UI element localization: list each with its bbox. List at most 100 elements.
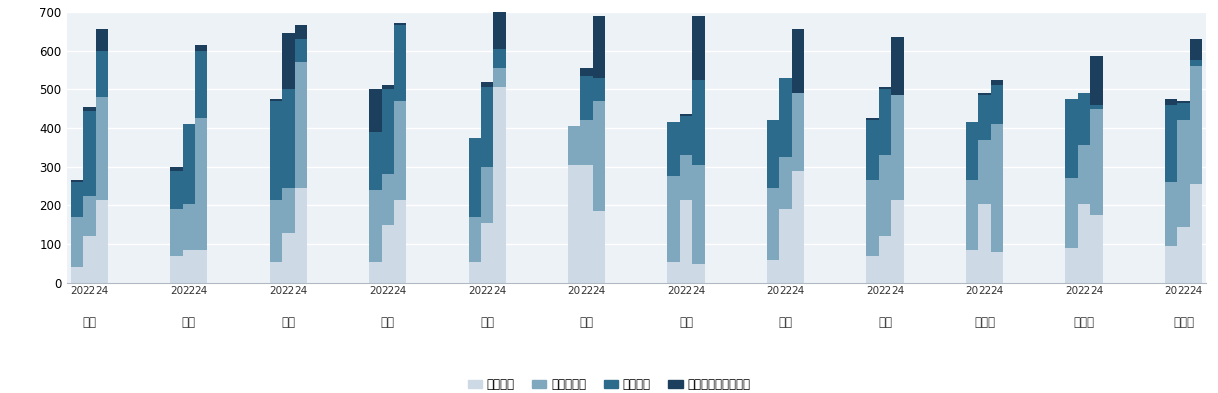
Bar xyxy=(1066,178,1078,248)
Bar xyxy=(481,167,493,223)
Bar xyxy=(879,155,892,237)
Bar xyxy=(369,262,381,283)
Bar xyxy=(667,176,680,262)
Bar xyxy=(95,29,108,51)
Bar xyxy=(283,233,295,283)
Bar xyxy=(767,188,780,260)
Bar xyxy=(966,250,978,283)
Bar xyxy=(990,79,1004,85)
Bar xyxy=(692,16,705,79)
Bar xyxy=(692,79,705,165)
Bar xyxy=(381,225,393,283)
Bar xyxy=(667,262,680,283)
Bar xyxy=(269,262,283,283)
Bar xyxy=(195,118,207,250)
Bar xyxy=(393,24,407,25)
Bar xyxy=(593,16,605,78)
Text: １２月: １２月 xyxy=(1173,316,1194,329)
Bar xyxy=(469,262,481,283)
Bar xyxy=(1164,246,1178,283)
Text: １０月: １０月 xyxy=(974,316,995,329)
Bar xyxy=(692,165,705,264)
Bar xyxy=(866,118,879,120)
Bar xyxy=(1190,39,1202,60)
Bar xyxy=(1164,105,1178,182)
Text: ２月: ２月 xyxy=(181,316,196,329)
Bar xyxy=(195,250,207,283)
Bar xyxy=(295,188,307,283)
Bar xyxy=(369,190,381,262)
Bar xyxy=(792,93,804,171)
Bar xyxy=(866,256,879,283)
Bar xyxy=(1078,204,1090,283)
Bar xyxy=(792,171,804,283)
Text: ８月: ８月 xyxy=(778,316,793,329)
Bar xyxy=(767,120,780,188)
Bar xyxy=(1178,101,1190,103)
Bar xyxy=(692,264,705,283)
Bar xyxy=(95,51,108,97)
Bar xyxy=(978,140,990,204)
Bar xyxy=(1178,103,1190,120)
Bar xyxy=(892,200,904,283)
Bar xyxy=(195,51,207,118)
Bar xyxy=(680,114,692,116)
Bar xyxy=(71,182,83,217)
Bar xyxy=(1190,60,1202,66)
Bar xyxy=(381,174,393,225)
Bar xyxy=(381,89,393,174)
Bar xyxy=(990,124,1004,252)
Bar xyxy=(581,76,593,120)
Bar xyxy=(879,89,892,155)
Bar xyxy=(1078,93,1090,145)
Text: ５月: ５月 xyxy=(480,316,495,329)
Bar xyxy=(581,120,593,165)
Bar xyxy=(381,85,393,89)
Bar xyxy=(866,180,879,256)
Bar xyxy=(195,45,207,51)
Bar xyxy=(792,29,804,93)
Bar xyxy=(1190,66,1202,184)
Bar xyxy=(581,68,593,76)
Bar xyxy=(879,237,892,283)
Bar xyxy=(1178,120,1190,227)
Bar xyxy=(1090,105,1102,108)
Bar xyxy=(892,37,904,95)
Bar xyxy=(481,81,493,87)
Bar xyxy=(493,12,505,49)
Bar xyxy=(990,252,1004,283)
Bar xyxy=(1090,108,1102,215)
Bar xyxy=(393,200,407,283)
Bar xyxy=(393,25,407,101)
Bar xyxy=(978,93,990,95)
Bar xyxy=(493,49,505,68)
Legend: サブスク, ツール販売, サービス, 流通ソリューション: サブスク, ツール販売, サービス, 流通ソリューション xyxy=(468,378,750,391)
Bar xyxy=(295,26,307,39)
Bar xyxy=(71,268,83,283)
Bar xyxy=(469,138,481,217)
Text: １１月: １１月 xyxy=(1073,316,1095,329)
Bar xyxy=(978,95,990,140)
Bar xyxy=(866,120,879,180)
Bar xyxy=(269,101,283,200)
Bar xyxy=(780,157,792,209)
Bar xyxy=(780,209,792,283)
Bar xyxy=(95,200,108,283)
Bar xyxy=(183,204,195,250)
Text: ３月: ３月 xyxy=(281,316,295,329)
Bar xyxy=(393,101,407,200)
Bar xyxy=(83,196,95,237)
Bar xyxy=(369,89,381,132)
Bar xyxy=(892,95,904,200)
Bar xyxy=(493,87,505,283)
Bar xyxy=(283,33,295,89)
Bar xyxy=(481,87,493,167)
Bar xyxy=(780,78,792,157)
Text: ７月: ７月 xyxy=(680,316,693,329)
Bar xyxy=(568,165,581,283)
Bar xyxy=(978,204,990,283)
Bar xyxy=(568,126,581,165)
Bar xyxy=(183,250,195,283)
Bar xyxy=(1090,215,1102,283)
Bar xyxy=(667,122,680,176)
